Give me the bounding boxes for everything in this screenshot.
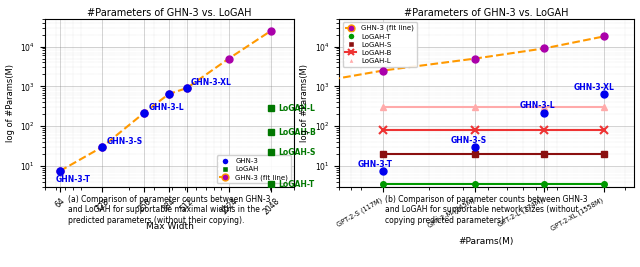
Text: GHN-3-L: GHN-3-L xyxy=(148,103,184,112)
Text: GHN-3-L: GHN-3-L xyxy=(520,101,555,111)
Text: (a) Comparison of parameter counts between GHN-3
and LoGAH for supportable maxim: (a) Comparison of parameter counts betwe… xyxy=(68,195,271,225)
Text: GHN-3-T: GHN-3-T xyxy=(358,160,393,169)
Title: #Parameters of GHN-3 vs. LoGAH: #Parameters of GHN-3 vs. LoGAH xyxy=(404,8,569,18)
Legend: GHN-3 (fit line), LoGAH-T, LoGAH-S, LoGAH-B, LoGAH-L: GHN-3 (fit line), LoGAH-T, LoGAH-S, LoGA… xyxy=(342,22,417,66)
Text: LoGAH-B: LoGAH-B xyxy=(278,128,316,137)
Title: #Parameters of GHN-3 vs. LoGAH: #Parameters of GHN-3 vs. LoGAH xyxy=(87,8,252,18)
Text: LoGAH-L: LoGAH-L xyxy=(278,104,315,113)
Text: LoGAH-T: LoGAH-T xyxy=(278,180,314,189)
Text: (b) Comparison of parameter counts between GHN-3
and LoGAH for supportable netwo: (b) Comparison of parameter counts betwe… xyxy=(385,195,588,225)
X-axis label: #Params(M): #Params(M) xyxy=(459,237,514,246)
Text: GHN-3-XL: GHN-3-XL xyxy=(573,83,614,92)
Text: LoGAH-S: LoGAH-S xyxy=(278,148,316,157)
Y-axis label: log of #Params(M): log of #Params(M) xyxy=(6,64,15,142)
Y-axis label: log of #Params(M): log of #Params(M) xyxy=(300,64,309,142)
Text: GHN-3-S: GHN-3-S xyxy=(106,137,142,146)
X-axis label: Max Width: Max Width xyxy=(146,222,193,231)
Text: GHN-3-XL: GHN-3-XL xyxy=(191,78,232,87)
Text: GHN-3-T: GHN-3-T xyxy=(56,175,91,184)
Text: GHN-3-S: GHN-3-S xyxy=(451,136,486,145)
Legend: GHN-3, LoGAH, GHN-3 (fit line): GHN-3, LoGAH, GHN-3 (fit line) xyxy=(216,155,291,183)
